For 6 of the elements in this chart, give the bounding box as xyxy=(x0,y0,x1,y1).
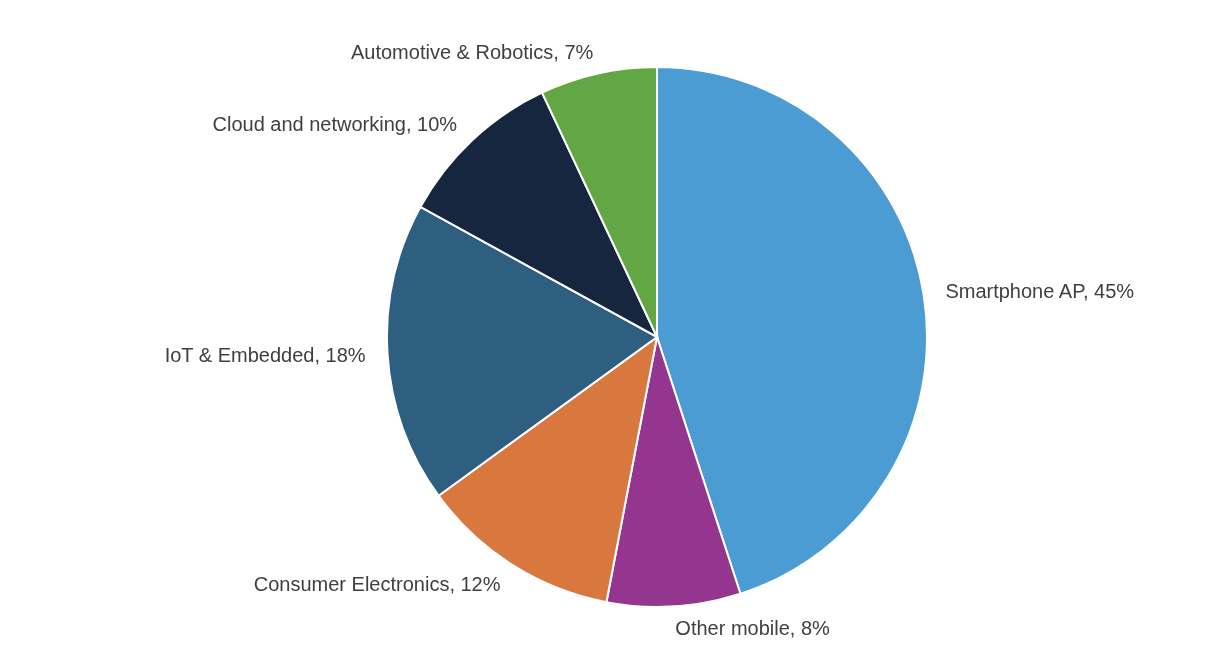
slice-label: Automotive & Robotics, 7% xyxy=(350,41,594,64)
slice-label: Other mobile, 8% xyxy=(675,617,831,640)
slice-label: Cloud and networking, 10% xyxy=(212,113,458,136)
slice-label: IoT & Embedded, 18% xyxy=(164,344,366,367)
slice-label: Consumer Electronics, 12% xyxy=(253,572,501,595)
slice-label: Smartphone AP, 45% xyxy=(945,280,1135,303)
